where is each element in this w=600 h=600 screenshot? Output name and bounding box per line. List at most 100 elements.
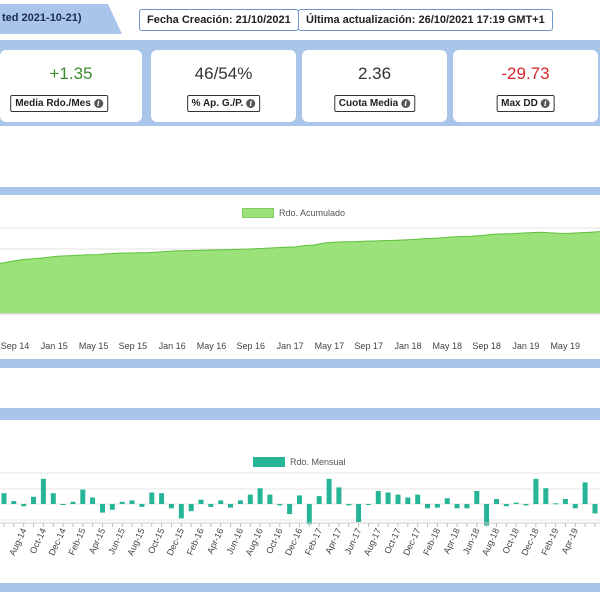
x-tick-label: Jan 15 <box>41 341 68 351</box>
bar <box>336 487 342 504</box>
x-tick-label: Dec-18 <box>519 527 540 558</box>
x-tick-label: Dec-15 <box>165 527 186 558</box>
bar <box>218 500 224 504</box>
bar <box>257 488 263 504</box>
bar <box>287 504 293 515</box>
kpi-value: 46/54% <box>194 64 253 83</box>
bar <box>247 494 253 504</box>
x-tick-label: Feb-16 <box>185 527 206 557</box>
x-tick-label: Aug-18 <box>480 527 501 558</box>
bar <box>198 499 204 504</box>
bar <box>356 504 362 522</box>
info-icon[interactable]: i <box>246 99 256 108</box>
strategy-title: ted 2021-10-21) <box>2 12 82 24</box>
info-icon[interactable]: i <box>540 99 550 108</box>
creation-date-badge: Fecha Creación: 21/10/2021 <box>139 9 299 31</box>
x-tick-label: Jan 19 <box>512 341 539 351</box>
kpi-label: % Ap. G./P. <box>191 98 244 109</box>
bar <box>484 504 490 526</box>
area-fill <box>0 231 600 313</box>
bar <box>1 493 7 504</box>
kpi-label-button[interactable]: % Ap. G./P. i <box>186 95 261 112</box>
bar <box>109 504 115 510</box>
bar <box>346 504 352 506</box>
x-tick-label: Feb-18 <box>421 527 442 557</box>
kpi-card-monthly-avg: +1.35 Media Rdo./Mes i <box>0 50 142 122</box>
x-tick-label: Feb-15 <box>66 527 87 557</box>
x-tick-label: May 15 <box>79 341 109 351</box>
x-tick-label: Sep 18 <box>472 341 501 351</box>
x-tick-label: Sep 15 <box>119 341 148 351</box>
bar <box>119 501 125 504</box>
legend-swatch-monthly[interactable] <box>253 457 285 467</box>
x-tick-label: Sep 17 <box>354 341 383 351</box>
x-tick-label: Feb-17 <box>303 527 324 557</box>
kpi-card-avg-odds: 2.36 Cuota Media i <box>302 50 447 122</box>
bar <box>168 504 174 509</box>
x-tick-label: Feb-19 <box>539 527 560 557</box>
x-tick-label: Oct-17 <box>382 527 402 556</box>
x-tick-label: Aug-14 <box>7 527 28 558</box>
x-tick-label: Apr-19 <box>560 527 580 556</box>
legend-label-monthly[interactable]: Rdo. Mensual <box>290 457 346 467</box>
x-tick-label: Apr-15 <box>87 527 107 556</box>
kpi-value: +1.35 <box>49 64 93 83</box>
x-tick-label: Jan 16 <box>159 341 186 351</box>
kpi-label: Cuota Media <box>338 98 399 109</box>
bar <box>11 501 17 504</box>
kpi-label-button[interactable]: Media Rdo./Mes i <box>10 95 108 112</box>
kpi-label: Max DD <box>501 98 538 109</box>
x-tick-label: Jan 17 <box>277 341 304 351</box>
x-tick-label: May 17 <box>315 341 345 351</box>
bar <box>464 504 470 509</box>
bar <box>425 504 431 509</box>
bar <box>543 488 549 504</box>
info-icon[interactable]: i <box>93 99 103 108</box>
bar <box>228 504 233 508</box>
bar <box>523 504 529 506</box>
x-tick-label: Apr-16 <box>205 527 225 556</box>
x-tick-label: May 19 <box>550 341 580 351</box>
x-tick-label: Apr-18 <box>441 527 461 556</box>
kpi-label-button[interactable]: Cuota Media i <box>333 95 416 112</box>
x-tick-label: Aug-16 <box>244 527 265 558</box>
bar <box>267 494 273 504</box>
kpi-label-button[interactable]: Max DD i <box>496 95 555 112</box>
bar <box>159 493 165 504</box>
bar <box>50 493 56 504</box>
x-tick-label: Apr-17 <box>323 527 343 556</box>
legend-swatch-cumulative[interactable] <box>242 208 274 218</box>
bar <box>375 491 381 504</box>
info-icon[interactable]: i <box>401 99 411 108</box>
bar <box>562 499 568 504</box>
bar <box>129 500 135 504</box>
bar <box>178 504 184 519</box>
cumulative-area-chart: Sep 14 Jan 15 May 15 Sep 15 Jan 16 May 16 Sep … <box>0 227 600 351</box>
kpi-value: 2.36 <box>357 64 392 83</box>
bar <box>188 504 194 512</box>
bar <box>365 504 371 505</box>
bar <box>395 494 401 504</box>
section-divider <box>0 408 600 420</box>
bar <box>149 492 155 504</box>
bar <box>297 495 302 504</box>
section-divider <box>0 359 600 368</box>
x-tick-label: Jun-18 <box>461 527 482 556</box>
legend-label-cumulative[interactable]: Rdo. Acumulado <box>279 208 346 218</box>
bar <box>434 504 440 508</box>
x-tick-label: Jan 18 <box>394 341 421 351</box>
bar <box>405 497 411 504</box>
x-tick-label: Oct-14 <box>28 527 48 556</box>
x-tick-label: Dec-16 <box>283 527 304 558</box>
bar <box>533 478 539 504</box>
x-tick-label: Aug-17 <box>362 527 383 558</box>
bar <box>90 497 96 504</box>
bar <box>60 504 66 505</box>
bar <box>592 504 598 514</box>
x-tick-label: Sep 16 <box>237 341 266 351</box>
bar <box>385 492 391 504</box>
bar <box>277 504 283 506</box>
x-tick-label: Jun-17 <box>343 527 364 556</box>
